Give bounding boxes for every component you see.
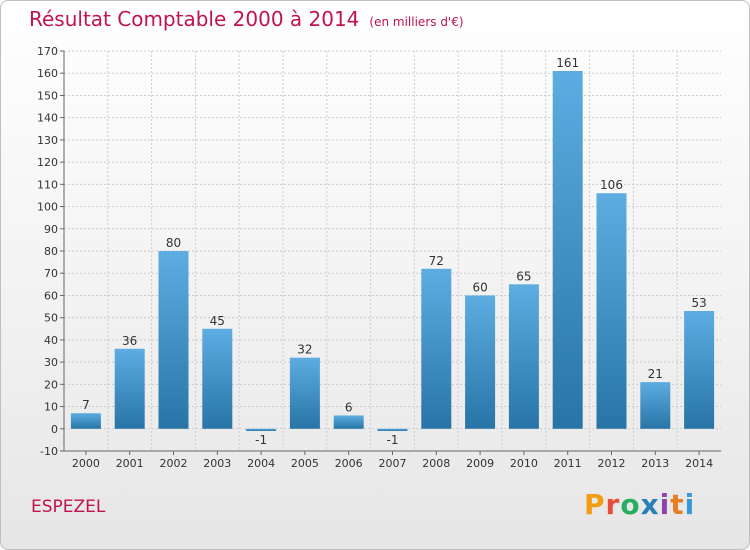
data-label-2009: 60 (472, 280, 487, 294)
y-tick-label: 60 (44, 289, 58, 302)
bar-2002 (158, 251, 189, 429)
y-tick-label: -10 (40, 445, 58, 458)
data-label-2006: 6 (345, 400, 353, 414)
logo-letter: t (670, 488, 685, 521)
data-label-2010: 65 (516, 269, 531, 283)
y-tick-label: 40 (44, 334, 58, 347)
bar-2009 (465, 295, 496, 429)
bar-2005 (289, 357, 320, 429)
y-tick-label: 90 (44, 223, 58, 236)
bar-2003 (202, 328, 233, 429)
x-tick-label-2005: 2005 (291, 457, 319, 470)
data-label-2012: 106 (600, 178, 623, 192)
logo-letter: o (620, 488, 641, 521)
data-label-2014: 53 (691, 296, 706, 310)
bar-2004 (246, 428, 277, 431)
commune-name: ESPEZEL (31, 497, 106, 517)
y-tick-label: 170 (37, 45, 58, 58)
logo-letter: r (605, 488, 621, 521)
logo-letter: P (584, 488, 606, 521)
x-tick-label-2013: 2013 (641, 457, 669, 470)
y-tick-label: 110 (37, 178, 58, 191)
data-label-2007: -1 (387, 433, 399, 447)
data-label-2005: 32 (297, 343, 312, 357)
x-tick-label-2008: 2008 (422, 457, 450, 470)
x-tick-label-2012: 2012 (598, 457, 626, 470)
logo-letter: i (684, 488, 696, 521)
bar-2006 (333, 415, 364, 429)
chart-subtitle: (en milliers d'€) (369, 15, 464, 29)
chart-title: Résultat Comptable 2000 à 2014 (en millie… (29, 7, 464, 31)
data-label-2008: 72 (429, 254, 444, 268)
x-tick-label-2007: 2007 (379, 457, 407, 470)
x-tick-label-2011: 2011 (554, 457, 582, 470)
x-tick-label-2002: 2002 (160, 457, 188, 470)
x-tick-label-2003: 2003 (203, 457, 231, 470)
bar-2008 (421, 268, 452, 429)
data-label-2011: 161 (556, 56, 579, 70)
y-tick-label: 70 (44, 267, 58, 280)
data-label-2013: 21 (648, 367, 663, 381)
y-tick-label: 120 (37, 156, 58, 169)
y-tick-label: 20 (44, 378, 58, 391)
chart-title-text: Résultat Comptable 2000 à 2014 (29, 7, 360, 31)
data-label-2003: 45 (210, 314, 225, 328)
bar-2010 (508, 284, 539, 429)
y-tick-label: 140 (37, 112, 58, 125)
proxiti-logo: Proxiti (584, 488, 695, 521)
y-tick-label: 130 (37, 134, 58, 147)
bar-2013 (640, 382, 671, 429)
x-tick-label-2009: 2009 (466, 457, 494, 470)
logo-letter: x (640, 488, 660, 521)
y-tick-label: 100 (37, 201, 58, 214)
logo-letter: i (659, 488, 671, 521)
data-labels: 7 36 80 45 -1 32 6 -1 72 60 65 161 106 21 53 (82, 56, 707, 447)
x-tick-label-2000: 2000 (72, 457, 100, 470)
y-tick-label: 30 (44, 356, 58, 369)
x-tick-label-2010: 2010 (510, 457, 538, 470)
bar-2000 (70, 413, 101, 429)
x-tick-label-2014: 2014 (685, 457, 713, 470)
data-label-2004: -1 (255, 433, 267, 447)
bars (70, 71, 715, 431)
x-tick-label-2006: 2006 (335, 457, 363, 470)
data-label-2000: 7 (82, 398, 90, 412)
axes: -10 0 10 20 30 40 50 60 70 80 90 100 110 120 130 140 150… (37, 45, 721, 470)
data-label-2002: 80 (166, 236, 181, 250)
y-tick-label: 80 (44, 245, 58, 258)
bar-2011 (552, 71, 583, 429)
y-tick-label: 0 (51, 423, 58, 436)
x-tick-label-2004: 2004 (247, 457, 275, 470)
bar-2014 (684, 311, 715, 429)
data-label-2001: 36 (122, 334, 137, 348)
y-tick-label: 10 (44, 401, 58, 414)
bar-2001 (114, 348, 145, 429)
bar-2012 (596, 193, 627, 429)
x-tick-label-2001: 2001 (116, 457, 144, 470)
y-tick-label: 150 (37, 89, 58, 102)
y-tick-label: 50 (44, 312, 58, 325)
y-tick-label: 160 (37, 67, 58, 80)
bar-2007 (377, 428, 408, 431)
